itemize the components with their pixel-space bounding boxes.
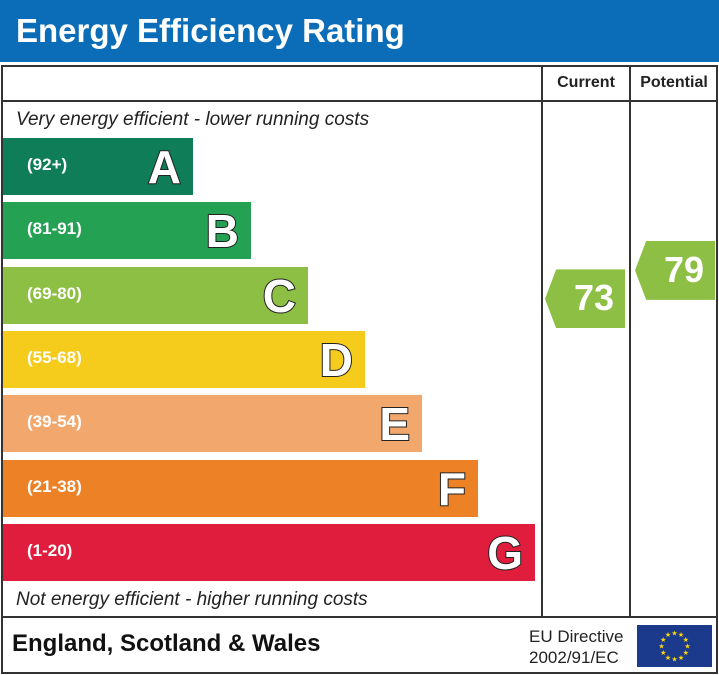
rating-bar-g: (1-20) G [3,523,535,581]
star-icon: ★ [665,654,671,662]
star-icon: ★ [684,643,690,651]
rating-letter: A [147,140,182,194]
star-icon: ★ [665,631,671,639]
divider [1,616,718,618]
chart-frame [1,65,718,674]
star-icon: ★ [660,636,666,644]
rating-range: (21-38) [27,476,82,496]
eu-flag-icon: ★★★★★★★★★ ★ ★★ [637,625,712,667]
star-icon: ★ [678,654,684,662]
rating-bar-e: (39-54) E [3,395,422,453]
rating-bar-d: (55-68) D [3,330,365,388]
star-icon: ★ [658,643,664,651]
rating-range: (81-91) [27,219,82,239]
rating-range: (69-80) [27,283,82,303]
rating-bar-f: (21-38) F [3,459,478,517]
divider [1,100,718,102]
eu-directive: EU Directive 2002/91/EC [529,626,623,668]
rating-bar-b: (81-91) B [3,202,251,260]
rating-range: (1-20) [27,540,73,560]
star-icon: ★ [678,631,684,639]
rating-letter: E [378,397,411,451]
rating-letter: G [486,526,524,580]
divider [541,65,543,617]
eu-directive-line2: 2002/91/EC [529,648,619,667]
rating-bar-a: (92+) A [3,138,193,195]
page-title: Energy Efficiency Rating [0,0,719,62]
rating-letter: B [205,204,240,258]
potential-rating-arrow: 79 [635,240,715,300]
current-rating-value: 73 [573,277,615,319]
star-icon: ★ [683,636,689,644]
star-icon: ★ [683,649,689,657]
potential-rating-value: 79 [663,248,705,290]
divider [629,65,631,617]
star-icon: ★ [660,649,666,657]
top-note: Very energy efficient - lower running co… [16,109,370,130]
rating-letter: F [437,462,467,516]
region-label: England, Scotland & Wales [12,630,321,657]
star-icon: ★ [671,630,677,638]
bottom-note: Not energy efficient - higher running co… [16,589,368,610]
potential-column-header: Potential [640,74,708,91]
star-icon: ★ [671,656,677,664]
rating-letter: D [319,333,354,387]
current-column-header: Current [557,74,615,91]
eu-directive-line1: EU Directive [529,627,624,646]
current-rating-arrow: 73 [545,269,625,329]
rating-range: (92+) [27,155,68,174]
rating-range: (55-68) [27,347,82,367]
rating-range: (39-54) [27,412,82,432]
rating-letter: C [262,269,297,323]
rating-bar-c: (69-80) C [3,266,308,324]
